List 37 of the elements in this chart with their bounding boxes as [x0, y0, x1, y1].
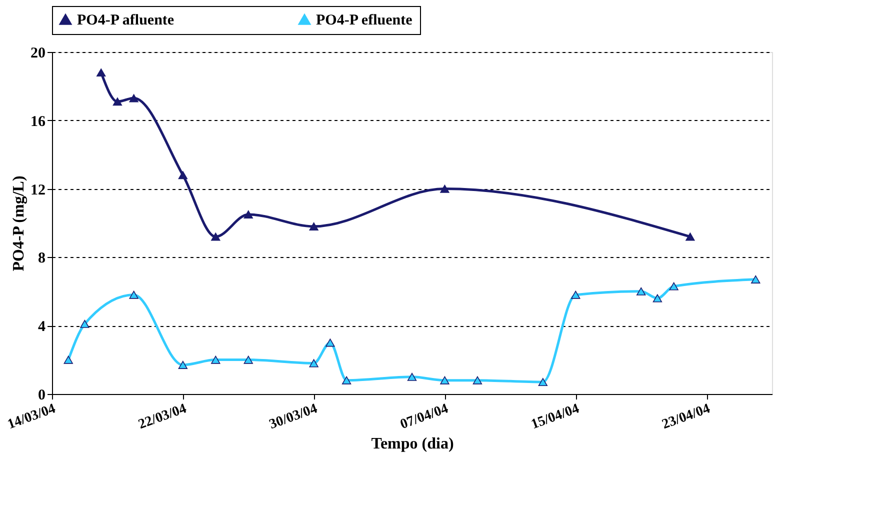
- point: [440, 376, 450, 384]
- y-tick-label: 0: [38, 388, 46, 404]
- point: [571, 290, 580, 299]
- x-axis-title: Tempo (dia): [371, 436, 454, 453]
- y-tick-label: 12: [30, 182, 46, 198]
- point: [178, 171, 188, 180]
- point: [686, 232, 695, 241]
- point: [472, 376, 482, 384]
- legend-label: PO4-P efluente: [316, 12, 413, 29]
- point: [112, 98, 122, 106]
- y-tick-label: 16: [30, 114, 46, 130]
- y-tick-label: 20: [30, 46, 46, 62]
- point: [309, 359, 318, 368]
- point: [538, 378, 548, 386]
- point: [309, 222, 318, 230]
- point: [244, 210, 253, 218]
- point: [178, 360, 188, 369]
- point: [96, 68, 106, 77]
- point: [211, 356, 220, 364]
- y-tick-label: 4: [38, 319, 46, 336]
- point: [342, 376, 352, 384]
- point: [652, 294, 662, 302]
- point: [244, 356, 253, 364]
- point: [440, 184, 450, 193]
- point: [751, 275, 760, 284]
- y-tick-label: 8: [38, 250, 46, 267]
- point: [129, 290, 138, 299]
- point: [80, 320, 90, 328]
- point: [326, 338, 335, 347]
- y-axis-title: PO4-P (mg/L): [10, 176, 28, 272]
- point: [129, 94, 138, 102]
- point: [669, 282, 678, 290]
- legend-label: PO4-P afluente: [77, 12, 174, 29]
- point: [407, 372, 417, 381]
- point: [636, 287, 646, 296]
- point: [64, 356, 73, 364]
- point: [211, 232, 220, 241]
